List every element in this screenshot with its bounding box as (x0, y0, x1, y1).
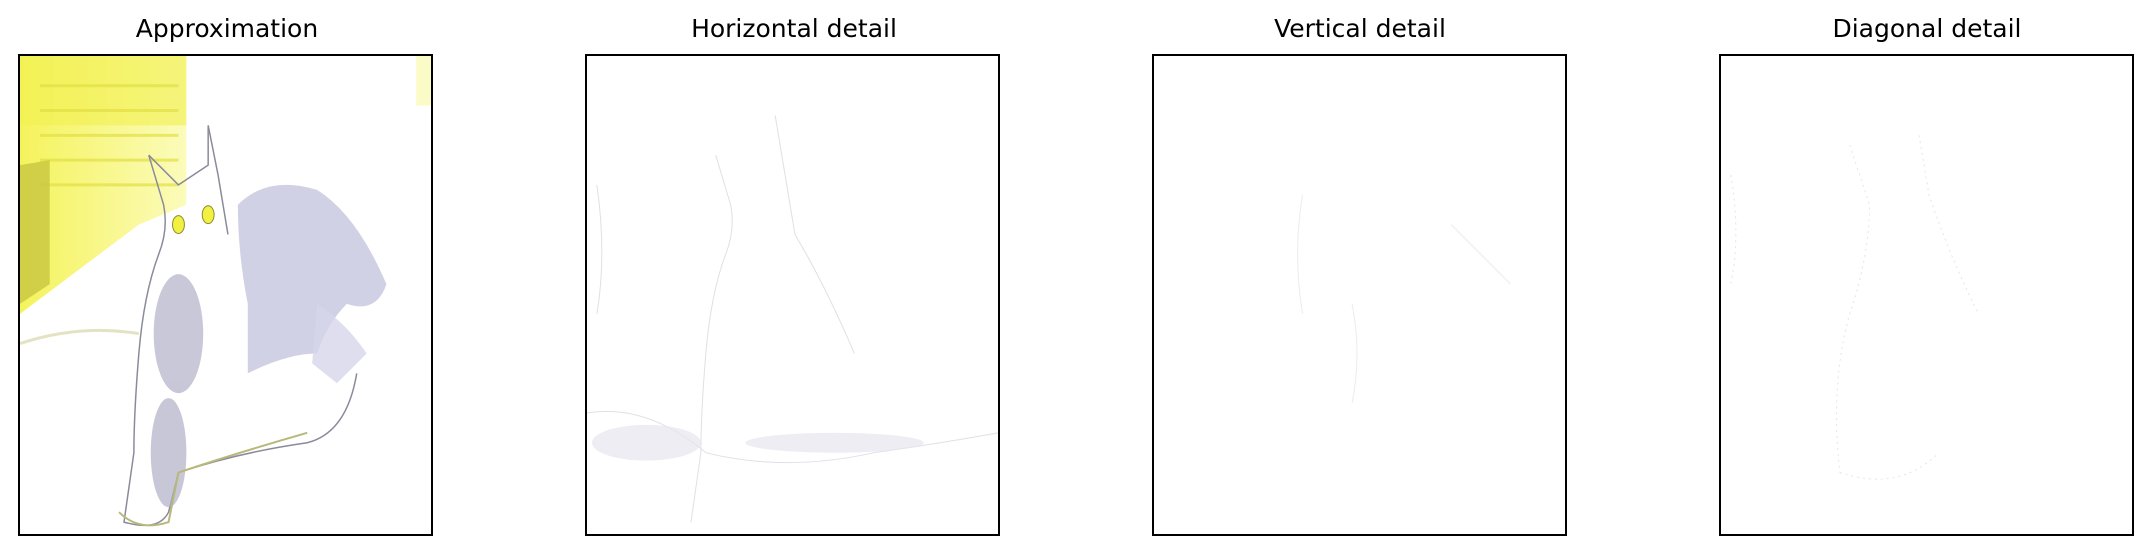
approximation-image (20, 56, 431, 534)
diagonal-detail-image (1721, 56, 2132, 534)
vertical-detail-image (1154, 56, 1565, 534)
diagonal-detail-panel (1719, 54, 2134, 536)
horizontal-detail-panel (585, 54, 1000, 536)
approximation-panel (18, 54, 433, 536)
panel-title-vertical-detail: Vertical detail (1274, 14, 1446, 43)
panel-title-horizontal-detail: Horizontal detail (691, 14, 897, 43)
horizontal-detail-image (587, 56, 998, 534)
panel-title-diagonal-detail: Diagonal detail (1832, 14, 2022, 43)
panel-title-approximation: Approximation (135, 14, 319, 43)
vertical-detail-panel (1152, 54, 1567, 536)
